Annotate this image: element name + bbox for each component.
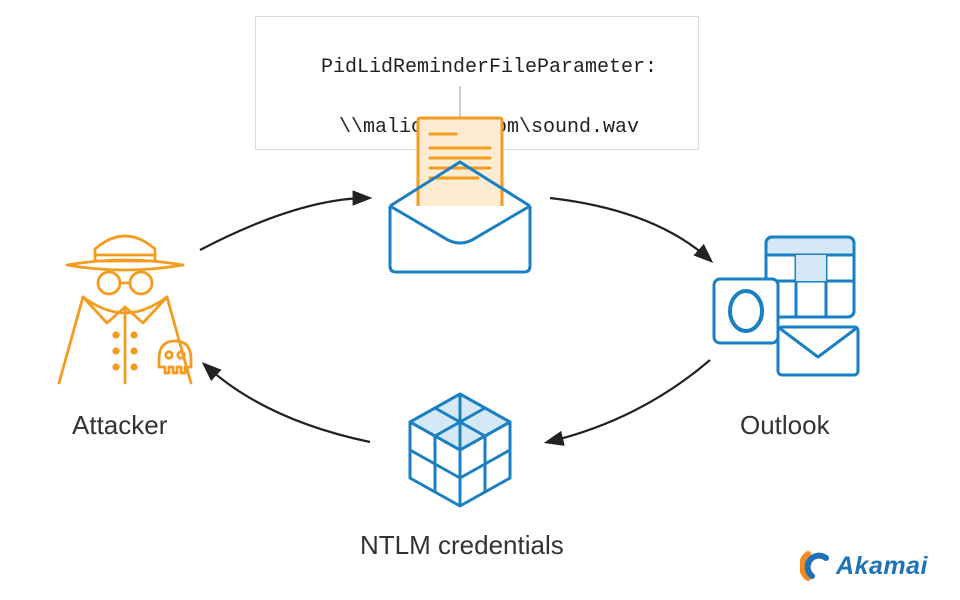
ntlm-cube-icon [410, 394, 510, 506]
akamai-logo: Akamai [800, 548, 928, 584]
outlook-icon [714, 237, 858, 375]
ntlm-label: NTLM credentials [360, 530, 564, 561]
arrow-ntlm-to-attacker [205, 365, 370, 442]
attacker-icon [59, 236, 191, 383]
diagram-canvas [0, 0, 960, 600]
arrow-attacker-to-email [200, 198, 368, 250]
akamai-wave-icon [800, 548, 836, 584]
arrow-email-to-outlook [550, 198, 710, 260]
email-icon [390, 118, 530, 272]
arrow-outlook-to-ntlm [548, 360, 710, 442]
outlook-label: Outlook [740, 410, 830, 441]
attacker-label: Attacker [72, 410, 167, 441]
akamai-logo-text: Akamai [836, 552, 928, 581]
